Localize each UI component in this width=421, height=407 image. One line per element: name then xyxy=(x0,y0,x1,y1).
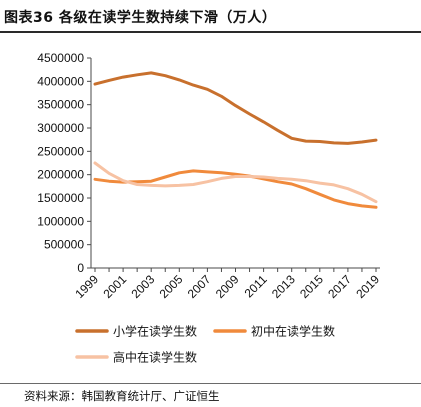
y-tick-label: 3000000 xyxy=(37,121,84,135)
x-tick-label: 2003 xyxy=(129,272,158,301)
legend-label-1: 小学在读学生数 xyxy=(113,324,197,339)
source-note: 资料来源：韩国教育统计厅、广证恒生 xyxy=(24,389,220,403)
series-line-1 xyxy=(93,71,378,145)
x-tick-label: 2011 xyxy=(242,272,270,300)
x-tick-label: 2009 xyxy=(213,272,242,301)
x-tick-label: 2013 xyxy=(269,272,298,301)
y-tick-label: 2000000 xyxy=(37,168,84,182)
x-tick-label: 2007 xyxy=(185,272,214,301)
y-tick-label: 2500000 xyxy=(37,144,84,158)
x-tick-label: 2019 xyxy=(353,272,382,301)
chart-title: 图表36 各级在读学生数持续下滑（万人） xyxy=(4,10,277,26)
y-axis: 0 500000 1000000 1500000 2000000 2500000 30000… xyxy=(37,51,92,275)
x-tick-label: 2001 xyxy=(100,272,129,301)
x-tick-label: 2015 xyxy=(297,272,326,301)
x-axis: 1999 2001 2003 2005 2007 2009 2011 2013 2015 2017… xyxy=(72,267,382,301)
series-line-3 xyxy=(93,161,378,204)
line-chart: 0 500000 1000000 1500000 2000000 2500000 30000… xyxy=(37,51,382,365)
y-tick-label: 1500000 xyxy=(37,191,84,205)
x-tick-label: 2005 xyxy=(157,272,186,301)
legend-label-2: 初中在读学生数 xyxy=(251,324,335,339)
y-tick-label: 4500000 xyxy=(37,51,84,65)
y-tick-label: 3500000 xyxy=(37,98,84,112)
legend-label-3: 高中在读学生数 xyxy=(113,350,197,365)
series-layer xyxy=(93,71,378,209)
y-tick-label: 1000000 xyxy=(37,214,84,228)
title-divider xyxy=(0,31,421,33)
series-line-2 xyxy=(93,169,378,209)
footer-divider xyxy=(0,383,421,384)
x-tick-group: 1999 2001 2003 2005 2007 2009 2011 2013 2015 2017… xyxy=(72,268,382,301)
y-tick-group: 0 500000 1000000 1500000 2000000 2500000 30000… xyxy=(37,51,91,275)
y-tick-label: 500000 xyxy=(44,238,84,252)
x-tick-label: 1999 xyxy=(72,272,101,301)
y-tick-label: 4000000 xyxy=(37,74,84,88)
x-tick-label: 2017 xyxy=(325,272,354,301)
y-tick-label: 0 xyxy=(77,261,84,275)
